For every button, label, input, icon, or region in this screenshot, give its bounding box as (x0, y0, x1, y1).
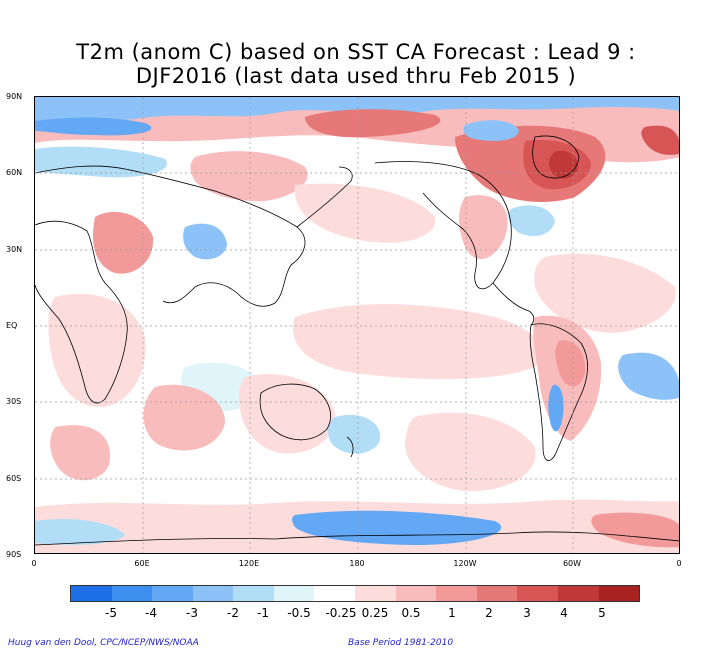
colorbar-swatch-6 (273, 586, 315, 601)
colorbar-label-minus-2: -2 (227, 606, 239, 620)
himalaya-cold (183, 223, 227, 260)
lon-label-0-west: 0 (31, 559, 37, 568)
coast-central-america (492, 282, 535, 326)
graticule (35, 97, 679, 553)
colorbar-swatch-13 (557, 586, 599, 601)
north-pacific-warm (294, 183, 436, 243)
antarctic-cold-band (292, 510, 502, 545)
lat-label-90n: 90N (6, 92, 23, 101)
lon-label-60e: 60E (134, 559, 150, 568)
tropical-atlantic-warm (534, 253, 676, 333)
coast-antarctica (35, 531, 679, 546)
andes-cold (548, 384, 564, 432)
colorbar-label-0-25: 0.25 (361, 606, 389, 620)
base-period-note: Base Period 1981-2010 (348, 638, 454, 648)
colorbar-swatch-5 (233, 586, 274, 601)
lat-label-60s: 60S (6, 474, 22, 483)
antarctic-cold-west (35, 518, 125, 545)
colorbar-label-minus-4: -4 (145, 606, 157, 620)
lat-label-30n: 30N (6, 245, 23, 254)
equatorial-pacific-warm (293, 304, 543, 380)
north-atlantic-warm (459, 195, 508, 260)
africa-warm (48, 293, 146, 408)
colorbar-label-0-5: 0.5 (401, 606, 421, 620)
southwest-pacific-cold (327, 414, 381, 454)
central-asia-warm (93, 211, 154, 274)
coast-greenland (532, 135, 580, 179)
lat-label-eq: EQ (6, 321, 18, 330)
colorbar-label-minus-1: -1 (257, 606, 269, 620)
coast-australia (259, 383, 331, 441)
colorbar-label-minus-5: -5 (105, 606, 117, 620)
colorbar-label-minus-0-25: -0.25 (325, 606, 357, 620)
lat-label-60n: 60N (6, 168, 23, 177)
colorbar-label-3: 3 (523, 606, 531, 620)
colorbar-swatch-14 (598, 586, 640, 601)
east-siberia-warm (641, 125, 679, 155)
colorbar-swatch-10 (436, 586, 477, 601)
arctic-cold-patch (35, 117, 152, 136)
colorbar-label-2: 2 (485, 606, 493, 620)
colorbar-swatch-3 (152, 586, 193, 601)
australia-warm (239, 374, 336, 454)
colorbar-label-minus-0-5: -0.5 (287, 606, 311, 620)
gulf-cold (508, 205, 555, 237)
colorbar (70, 585, 640, 602)
lon-label-120e: 120E (238, 559, 260, 568)
south-atlantic-cold (618, 352, 679, 400)
greenland-peak (549, 150, 578, 179)
asia-warm-strong (305, 109, 441, 138)
colorbar-swatch-8 (355, 586, 396, 601)
lon-label-180: 180 (349, 559, 365, 568)
colorbar-label-1: 1 (448, 606, 456, 620)
map-title-line-1: T2m (anom C) based on SST CA Forecast : … (76, 40, 636, 64)
lat-label-90s: 90S (6, 550, 22, 559)
colorbar-swatch-11 (476, 586, 518, 601)
coast-eurasia (35, 165, 306, 307)
south-pacific-warm (404, 412, 536, 492)
lat-label-30s: 30S (6, 397, 22, 406)
lon-label-60w: 60W (562, 559, 582, 568)
colorbar-swatch-7 (314, 586, 356, 601)
colorbar-label-4: 4 (560, 606, 568, 620)
map-title-line-2: DJF2016 (last data used thru Feb 2015 ) (135, 64, 577, 88)
colorbar-label-5: 5 (598, 606, 606, 620)
author-credit: Huug van den Dool, CPC/NCEP/NWS/NOAA (8, 638, 199, 648)
south-indian-warm (143, 384, 225, 451)
anomaly-map (34, 96, 680, 554)
lon-label-0-east: 0 (676, 559, 682, 568)
colorbar-swatch-2 (111, 586, 153, 601)
colorbar-swatch-9 (395, 586, 437, 601)
coastlines (35, 135, 679, 546)
south-america-warm-core (555, 340, 586, 387)
nw-atlantic-cold (463, 120, 519, 141)
colorbar-swatch-12 (517, 586, 558, 601)
lon-label-120w: 120W (453, 559, 477, 568)
coast-north-america (374, 161, 512, 290)
coast-south-america (529, 323, 588, 461)
siberia-warm (190, 151, 308, 202)
anomaly-map-svg (35, 97, 679, 553)
colorbar-swatch-1 (71, 586, 112, 601)
colorbar-swatch-4 (192, 586, 234, 601)
europe-cold (35, 146, 167, 178)
southern-ocean-warm (50, 425, 111, 481)
coast-africa (35, 220, 128, 404)
coast-new-zealand (346, 436, 354, 458)
colorbar-label-minus-3: -3 (186, 606, 198, 620)
coast-asia-east (296, 166, 353, 228)
